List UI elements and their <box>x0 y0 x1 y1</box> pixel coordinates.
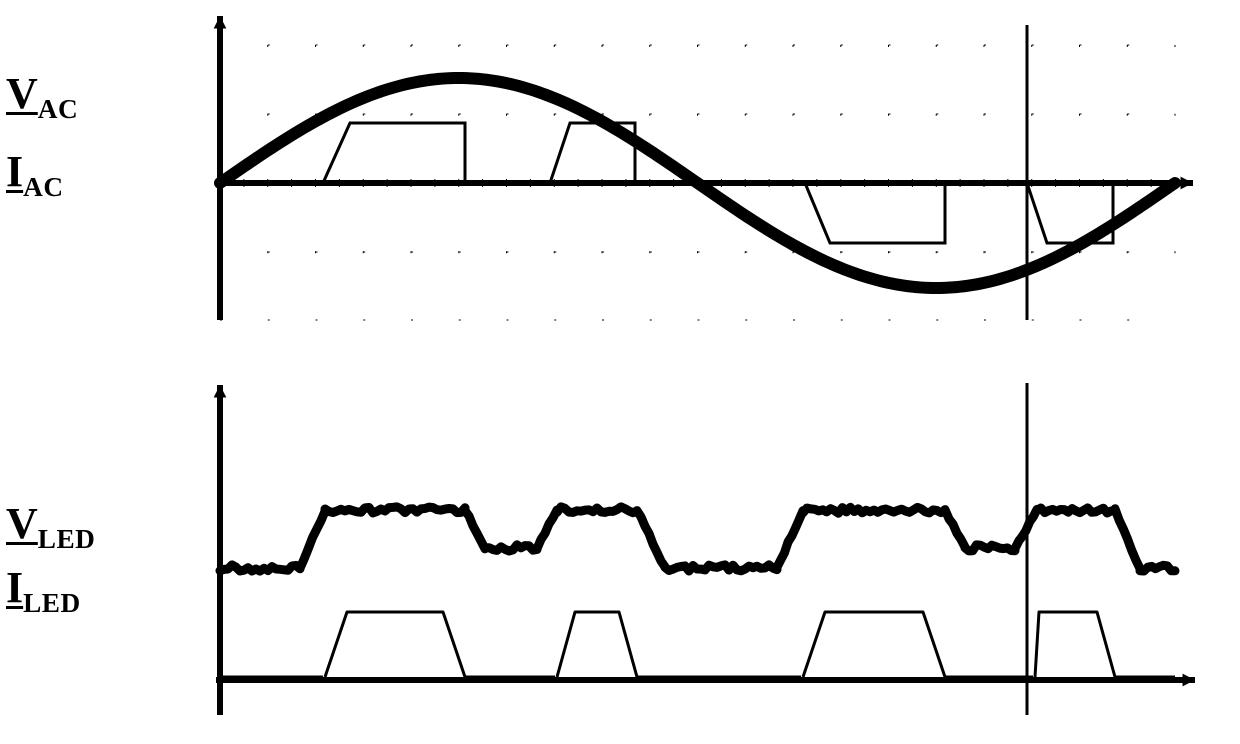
vled-trace <box>220 507 1175 571</box>
label-iled: ILED <box>6 562 81 619</box>
label-vled-main: V <box>6 499 38 548</box>
label-iled-main: I <box>6 563 23 612</box>
iled-trace <box>220 612 1175 677</box>
label-iac-main: I <box>6 147 23 196</box>
label-iac-sub: AC <box>23 172 63 202</box>
label-iled-sub: LED <box>23 588 81 618</box>
label-vac: VAC <box>6 68 78 125</box>
label-vled-sub: LED <box>38 524 96 554</box>
bottom-chart <box>175 380 1205 730</box>
top-chart <box>175 15 1205 325</box>
label-vac-sub: AC <box>38 94 78 124</box>
label-vac-main: V <box>6 69 38 118</box>
label-vled: VLED <box>6 498 95 555</box>
stage: VAC IAC VLED ILED <box>0 0 1240 744</box>
label-iac: IAC <box>6 146 64 203</box>
